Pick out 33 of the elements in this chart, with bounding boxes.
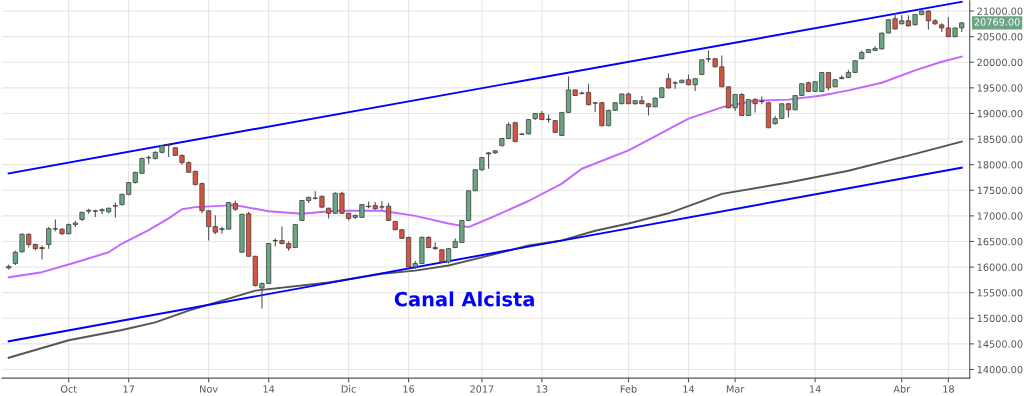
line-series	[7, 55, 963, 279]
x-tick-label: 14	[683, 385, 695, 393]
x-tick-label: 14	[809, 385, 821, 393]
line-series	[7, 140, 963, 359]
y-tick-label: 17500.00	[977, 186, 1023, 195]
y-tick-label: 19500.00	[977, 84, 1023, 92]
x-tick-label: Oct	[60, 385, 77, 393]
y-tick-label: 19000.00	[977, 109, 1023, 118]
x-tick-label: 17	[123, 385, 135, 393]
y-tick-label: 14500.00	[977, 340, 1023, 348]
y-tick-label: 15000.00	[977, 314, 1023, 323]
x-tick-label: 18	[943, 385, 954, 393]
y-tick-label: 15500.00	[977, 289, 1023, 297]
y-tick-label: 20500.00	[977, 33, 1023, 41]
y-tick-label: 14000.00	[977, 365, 1023, 374]
y-tick-label: 18000.00	[977, 161, 1023, 169]
x-tick-label: 2017	[470, 385, 494, 393]
x-tick-label: 14	[263, 385, 275, 393]
x-tick-label: Nov	[200, 385, 218, 393]
y-tick-label: 18500.00	[977, 135, 1023, 143]
x-tick-label: 13	[536, 385, 548, 393]
y-tick-label: 17000.00	[977, 212, 1023, 220]
x-tick-label: Dic	[341, 385, 356, 393]
x-tick-label: Abr	[893, 385, 911, 393]
x-tick-label: Mar	[726, 385, 745, 393]
y-tick-label: 20000.00	[977, 58, 1023, 67]
x-tick-label: 16	[403, 385, 415, 393]
y-tick-label: 16500.00	[977, 237, 1023, 246]
text: 20769.00	[974, 18, 1020, 26]
annotation: Canal Alcista	[394, 291, 534, 307]
y-tick-label: 21000.00	[977, 7, 1023, 15]
y-tick-label: 16000.00	[977, 263, 1023, 271]
x-tick-label: Feb	[620, 385, 637, 393]
